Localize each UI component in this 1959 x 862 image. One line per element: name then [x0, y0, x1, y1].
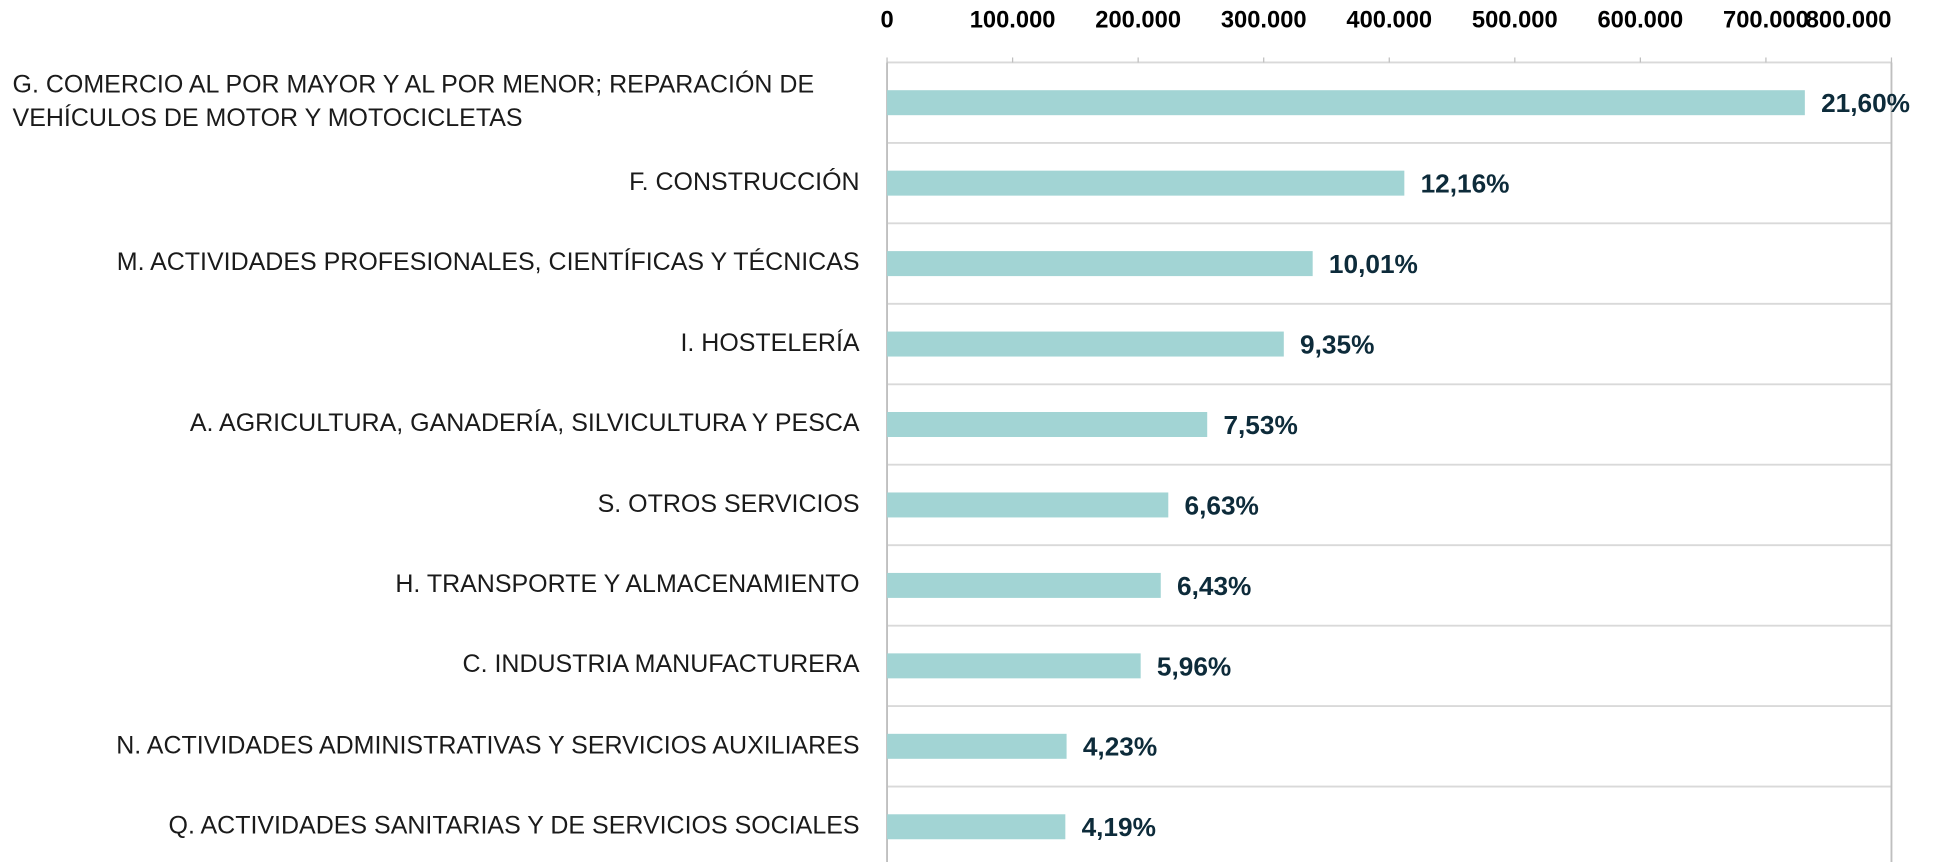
category-label-wrap: G. COMERCIO AL POR MAYOR Y AL POR MENOR;… — [13, 62, 860, 142]
data-label: 4,19% — [1082, 812, 1156, 842]
category-label: S. OTROS SERVICIOS — [597, 490, 860, 519]
data-label: 7,53% — [1223, 410, 1297, 440]
bar — [887, 412, 1208, 437]
bar — [887, 492, 1169, 518]
data-label: 5,96% — [1157, 651, 1231, 681]
bar — [887, 572, 1161, 598]
bar — [887, 331, 1284, 357]
category-label: Q. ACTIVIDADES SANITARIAS Y DE SERVICIOS… — [168, 812, 860, 840]
category-label-wrap: A. AGRICULTURA, GANADERÍA, SILVICULTURA … — [13, 384, 860, 464]
bar — [887, 251, 1313, 277]
category-label-wrap: S. OTROS SERVICIOS — [13, 465, 860, 545]
data-label: 6,43% — [1177, 571, 1251, 601]
x-tick-label: 800.000 — [1806, 8, 1892, 34]
category-label: H. TRANSPORTE Y ALMACENAMIENTO — [395, 571, 860, 599]
category-label: I. HOSTELERÍA — [680, 329, 860, 358]
bar — [887, 814, 1066, 840]
category-label-wrap: I. HOSTELERÍA — [13, 304, 860, 384]
bar — [887, 653, 1141, 679]
category-label-wrap: H. TRANSPORTE Y ALMACENAMIENTO — [13, 545, 860, 625]
category-label-wrap: M. ACTIVIDADES PROFESIONALES, CIENTÍFICA… — [13, 223, 860, 303]
category-label-box: A. AGRICULTURA, GANADERÍA, SILVICULTURA … — [13, 384, 860, 464]
bar — [887, 90, 1805, 116]
category-label-box: F. CONSTRUCCIÓN — [13, 143, 860, 223]
x-tick-label: 300.000 — [1221, 8, 1307, 34]
category-label: G. COMERCIO AL POR MAYOR Y AL POR MENOR;… — [12, 71, 815, 133]
category-label-wrap: F. CONSTRUCCIÓN — [13, 143, 860, 223]
category-label: F. CONSTRUCCIÓN — [629, 168, 860, 197]
x-tick-label: 100.000 — [970, 8, 1056, 34]
category-label-box: S. OTROS SERVICIOS — [13, 465, 860, 545]
data-label: 21,60% — [1821, 88, 1910, 118]
category-label-box: C. INDUSTRIA MANUFACTURERA — [13, 626, 860, 706]
x-tick-label: 400.000 — [1346, 8, 1432, 34]
category-label-box: N. ACTIVIDADES ADMINISTRATIVAS Y SERVICI… — [13, 706, 860, 786]
category-label-wrap: N. ACTIVIDADES ADMINISTRATIVAS Y SERVICI… — [13, 706, 860, 786]
bar — [887, 733, 1067, 759]
category-label: N. ACTIVIDADES ADMINISTRATIVAS Y SERVICI… — [116, 731, 860, 760]
category-label-box: M. ACTIVIDADES PROFESIONALES, CIENTÍFICA… — [13, 223, 860, 303]
category-label-box: H. TRANSPORTE Y ALMACENAMIENTO — [13, 545, 860, 625]
category-label-wrap: C. INDUSTRIA MANUFACTURERA — [13, 626, 860, 706]
category-label-box: G. COMERCIO AL POR MAYOR Y AL POR MENOR;… — [13, 62, 860, 142]
x-tick-label: 200.000 — [1095, 8, 1181, 34]
category-label: M. ACTIVIDADES PROFESIONALES, CIENTÍFICA… — [116, 249, 860, 277]
bar — [887, 170, 1405, 196]
x-tick-label: 0 — [880, 8, 893, 34]
category-label: A. AGRICULTURA, GANADERÍA, SILVICULTURA … — [189, 410, 860, 438]
data-label: 4,23% — [1083, 732, 1157, 762]
data-label: 10,01% — [1329, 249, 1418, 279]
data-label: 9,35% — [1300, 329, 1374, 359]
x-tick-label: 500.000 — [1472, 8, 1558, 34]
category-label-wrap: Q. ACTIVIDADES SANITARIAS Y DE SERVICIOS… — [13, 787, 860, 862]
category-label-box: Q. ACTIVIDADES SANITARIAS Y DE SERVICIOS… — [13, 787, 860, 862]
x-tick-label: 600.000 — [1597, 8, 1683, 34]
x-tick-label: 700.000 — [1723, 8, 1809, 34]
data-label: 12,16% — [1421, 169, 1510, 199]
data-label: 6,63% — [1185, 490, 1259, 520]
category-label-box: I. HOSTELERÍA — [13, 304, 860, 384]
category-label: C. INDUSTRIA MANUFACTURERA — [462, 651, 860, 679]
